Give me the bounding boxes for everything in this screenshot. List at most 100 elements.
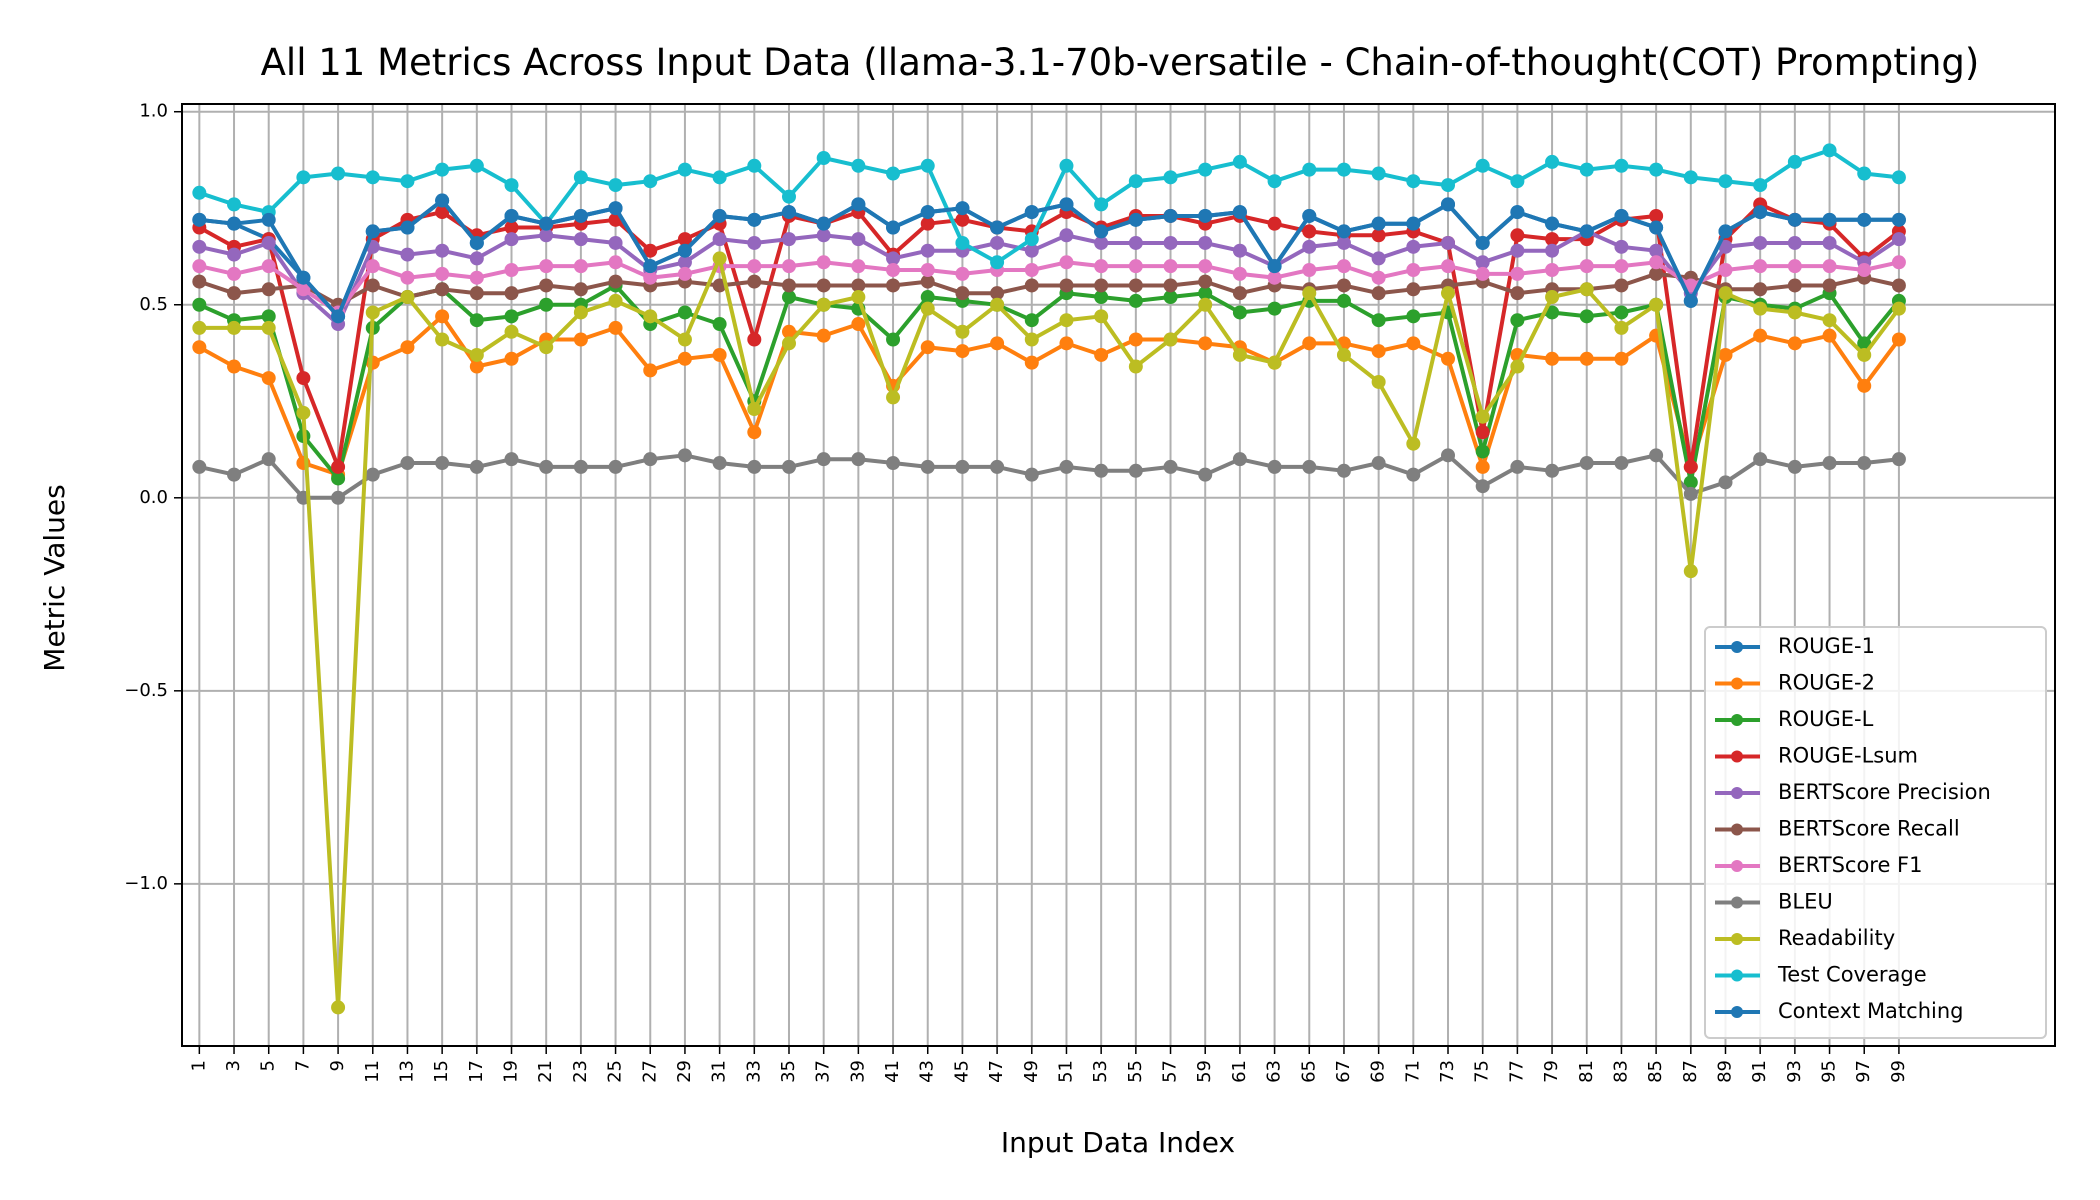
data-point xyxy=(192,274,207,289)
data-point xyxy=(1857,378,1872,393)
series-bertscore-recall xyxy=(192,266,1906,312)
data-point xyxy=(712,208,727,223)
data-point xyxy=(1891,332,1906,347)
data-point xyxy=(1649,448,1664,463)
data-point xyxy=(955,286,970,301)
data-point xyxy=(1371,374,1386,389)
x-tick-label: 37 xyxy=(813,1060,834,1083)
data-point xyxy=(851,232,866,247)
data-point xyxy=(1545,232,1560,247)
data-point xyxy=(1787,235,1802,250)
data-point xyxy=(1302,239,1317,254)
data-point xyxy=(469,313,484,328)
data-point xyxy=(1753,452,1768,467)
x-tick-label: 51 xyxy=(1055,1060,1076,1083)
data-point xyxy=(1163,278,1178,293)
data-point xyxy=(573,459,588,474)
data-point xyxy=(1441,286,1456,301)
data-point xyxy=(1891,278,1906,293)
data-point xyxy=(1024,263,1039,278)
y-tick-label: −0.5 xyxy=(124,680,168,701)
data-point xyxy=(1059,313,1074,328)
x-axis-label: Input Data Index xyxy=(1001,1126,1235,1159)
data-point xyxy=(1094,290,1109,305)
data-point xyxy=(816,151,831,166)
x-tick-label: 69 xyxy=(1368,1060,1389,1083)
data-point xyxy=(469,235,484,250)
data-point xyxy=(1614,456,1629,471)
data-point xyxy=(539,259,554,274)
data-point xyxy=(1163,208,1178,223)
data-point xyxy=(1579,351,1594,366)
data-point xyxy=(677,162,692,177)
data-point xyxy=(1683,486,1698,501)
data-point xyxy=(781,324,796,339)
x-tick-label: 53 xyxy=(1090,1060,1111,1083)
data-point xyxy=(296,170,311,185)
legend-item: Test Coverage xyxy=(1715,963,1927,987)
data-point xyxy=(469,347,484,362)
data-point xyxy=(1614,158,1629,173)
data-point xyxy=(1510,243,1525,258)
data-point xyxy=(747,401,762,416)
data-point xyxy=(365,467,380,482)
legend-item: Readability xyxy=(1715,926,1895,950)
data-point xyxy=(1024,205,1039,220)
data-point xyxy=(331,166,346,181)
data-point xyxy=(1094,259,1109,274)
legend-item: ROUGE-L xyxy=(1715,707,1874,731)
y-tick-label: −1.0 xyxy=(124,873,168,894)
data-point xyxy=(1787,154,1802,169)
data-point xyxy=(573,305,588,320)
data-point xyxy=(1614,351,1629,366)
y-tick-label: 0.5 xyxy=(139,294,168,315)
data-point xyxy=(539,340,554,355)
data-point xyxy=(1094,278,1109,293)
data-point xyxy=(365,259,380,274)
data-point xyxy=(643,243,658,258)
data-point xyxy=(1232,305,1247,320)
data-point xyxy=(1406,174,1421,189)
data-point xyxy=(1753,235,1768,250)
data-point xyxy=(747,259,762,274)
data-point xyxy=(1059,158,1074,173)
data-point xyxy=(1787,336,1802,351)
data-point xyxy=(435,266,450,281)
x-tick-label: 95 xyxy=(1819,1060,1840,1083)
plot-frame xyxy=(181,103,2056,1047)
x-tick-label: 1 xyxy=(188,1060,209,1071)
data-point xyxy=(1302,263,1317,278)
data-point xyxy=(573,259,588,274)
data-point xyxy=(400,247,415,262)
data-point xyxy=(1059,228,1074,243)
x-tick-label: 61 xyxy=(1229,1060,1250,1083)
data-point xyxy=(1128,174,1143,189)
data-point xyxy=(747,235,762,250)
legend-swatch-marker xyxy=(1731,641,1743,653)
data-point xyxy=(608,235,623,250)
data-point xyxy=(747,212,762,227)
data-point xyxy=(1406,263,1421,278)
legend-label: BLEU xyxy=(1778,890,1833,914)
x-tick-label: 41 xyxy=(882,1060,903,1083)
data-point xyxy=(1371,166,1386,181)
data-point xyxy=(781,459,796,474)
data-point xyxy=(1267,216,1282,231)
data-point xyxy=(955,266,970,281)
data-point xyxy=(504,263,519,278)
x-tick-label: 81 xyxy=(1576,1060,1597,1083)
data-point xyxy=(1198,162,1213,177)
data-point xyxy=(1753,282,1768,297)
data-point xyxy=(1232,154,1247,169)
data-point xyxy=(1822,456,1837,471)
data-point xyxy=(1163,459,1178,474)
data-point xyxy=(331,490,346,505)
data-point xyxy=(1059,459,1074,474)
x-tick-label: 67 xyxy=(1333,1060,1354,1083)
data-point xyxy=(851,452,866,467)
data-point xyxy=(1753,328,1768,343)
data-point xyxy=(1649,266,1664,281)
data-point xyxy=(1267,459,1282,474)
data-point xyxy=(400,220,415,235)
data-point xyxy=(1822,278,1837,293)
